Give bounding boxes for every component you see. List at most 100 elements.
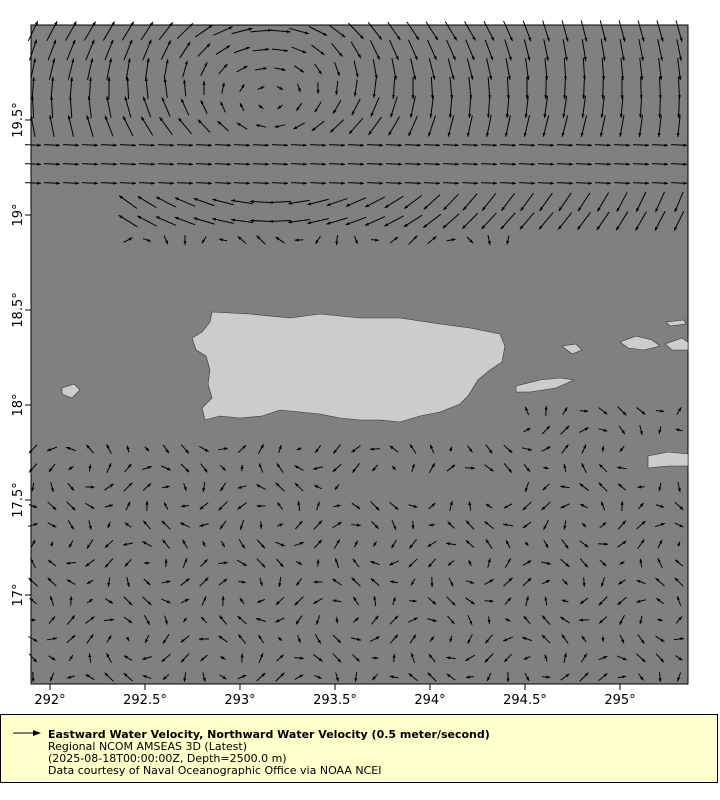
velocity-arrow (594, 181, 612, 185)
velocity-arrow (313, 63, 323, 75)
velocity-arrow (410, 58, 417, 80)
velocity-arrow (427, 597, 437, 605)
velocity-arrow (403, 214, 423, 228)
velocity-arrow (199, 523, 209, 527)
velocity-arrow (275, 672, 285, 682)
velocity-arrow (333, 504, 341, 508)
velocity-arrow (636, 520, 646, 530)
velocity-arrow (311, 44, 325, 56)
velocity-arrow (85, 39, 95, 61)
velocity-arrow (353, 540, 359, 548)
velocity-arrow (651, 181, 669, 185)
velocity-arrow (655, 504, 665, 508)
velocity-arrow (219, 674, 227, 680)
velocity-arrow (258, 104, 264, 110)
velocity-arrow (481, 193, 497, 211)
velocity-arrow (81, 143, 99, 147)
velocity-arrow (49, 115, 55, 137)
velocity-arrow (142, 541, 152, 547)
velocity-arrow (541, 446, 551, 452)
velocity-arrow (249, 219, 273, 223)
velocity-arrow (180, 463, 190, 473)
velocity-arrow (220, 101, 226, 113)
velocity-arrow (503, 636, 513, 642)
velocity-arrow (365, 196, 385, 208)
velocity-arrow (290, 162, 308, 166)
velocity-arrow (428, 58, 436, 80)
velocity-arrow (637, 539, 645, 549)
velocity-arrow (140, 116, 154, 136)
velocity-arrow (598, 616, 608, 624)
velocity-arrow (106, 58, 112, 80)
velocity-arrow (104, 539, 114, 549)
velocity-arrow (104, 558, 114, 568)
velocity-arrow (200, 654, 208, 662)
velocity-arrow (444, 21, 458, 41)
velocity-arrow (427, 558, 437, 568)
velocity-arrow (313, 520, 323, 530)
velocity-arrow (176, 22, 194, 40)
velocity-arrow (657, 618, 663, 622)
velocity-arrow (442, 162, 460, 166)
velocity-arrow (480, 162, 498, 166)
velocity-arrow (673, 637, 685, 641)
velocity-arrow (238, 580, 246, 584)
velocity-arrow (579, 558, 589, 568)
velocity-arrow (366, 181, 384, 185)
velocity-arrow (636, 653, 646, 663)
velocity-arrow (276, 463, 284, 473)
velocity-arrow (237, 444, 247, 454)
velocity-arrow (506, 235, 510, 245)
velocity-arrow (524, 541, 529, 546)
velocity-arrow (88, 653, 92, 663)
velocity-arrow (180, 98, 190, 116)
velocity-arrow (391, 76, 396, 100)
velocity-arrow (373, 595, 377, 607)
velocity-arrow (48, 463, 56, 473)
velocity-arrow (594, 162, 612, 166)
velocity-arrow (142, 39, 152, 61)
velocity-arrow (331, 43, 343, 57)
velocity-arrow (485, 115, 492, 137)
velocity-arrow (428, 523, 436, 527)
velocity-arrow (332, 634, 342, 644)
velocity-arrow (521, 447, 533, 451)
velocity-arrow (464, 21, 476, 41)
velocity-arrow (277, 637, 283, 641)
velocity-arrow (123, 672, 133, 682)
velocity-arrow (258, 463, 264, 473)
velocity-arrow (201, 236, 207, 244)
velocity-arrow (594, 143, 612, 147)
velocity-arrow (505, 540, 511, 548)
velocity-arrow (85, 502, 95, 510)
velocity-arrow (670, 162, 688, 166)
velocity-arrow (179, 522, 191, 528)
velocity-arrow (617, 406, 627, 416)
velocity-arrow (30, 58, 37, 80)
velocity-arrow (503, 444, 513, 454)
velocity-arrow (670, 181, 688, 185)
velocity-arrow (315, 615, 321, 625)
velocity-arrow (620, 501, 624, 511)
velocity-arrow (335, 80, 339, 96)
velocity-arrow (334, 558, 340, 568)
velocity-arrow (88, 520, 92, 530)
velocity-arrow (48, 616, 56, 624)
velocity-arrow (468, 501, 472, 511)
velocity-arrow (68, 95, 73, 119)
velocity-arrow (276, 654, 284, 662)
velocity-arrow (445, 542, 457, 546)
velocity-arrow (522, 501, 532, 511)
velocity-arrow (600, 96, 605, 118)
x-tick-label: 293° (224, 693, 255, 708)
velocity-arrow (447, 58, 455, 80)
velocity-arrow (256, 539, 266, 549)
velocity-arrow (638, 502, 644, 510)
velocity-arrow (543, 520, 549, 530)
velocity-arrow (24, 162, 42, 166)
velocity-arrow (544, 654, 548, 662)
velocity-arrow (236, 122, 248, 130)
velocity-arrow (326, 197, 348, 207)
velocity-arrow (311, 120, 325, 132)
velocity-arrow (86, 634, 94, 644)
